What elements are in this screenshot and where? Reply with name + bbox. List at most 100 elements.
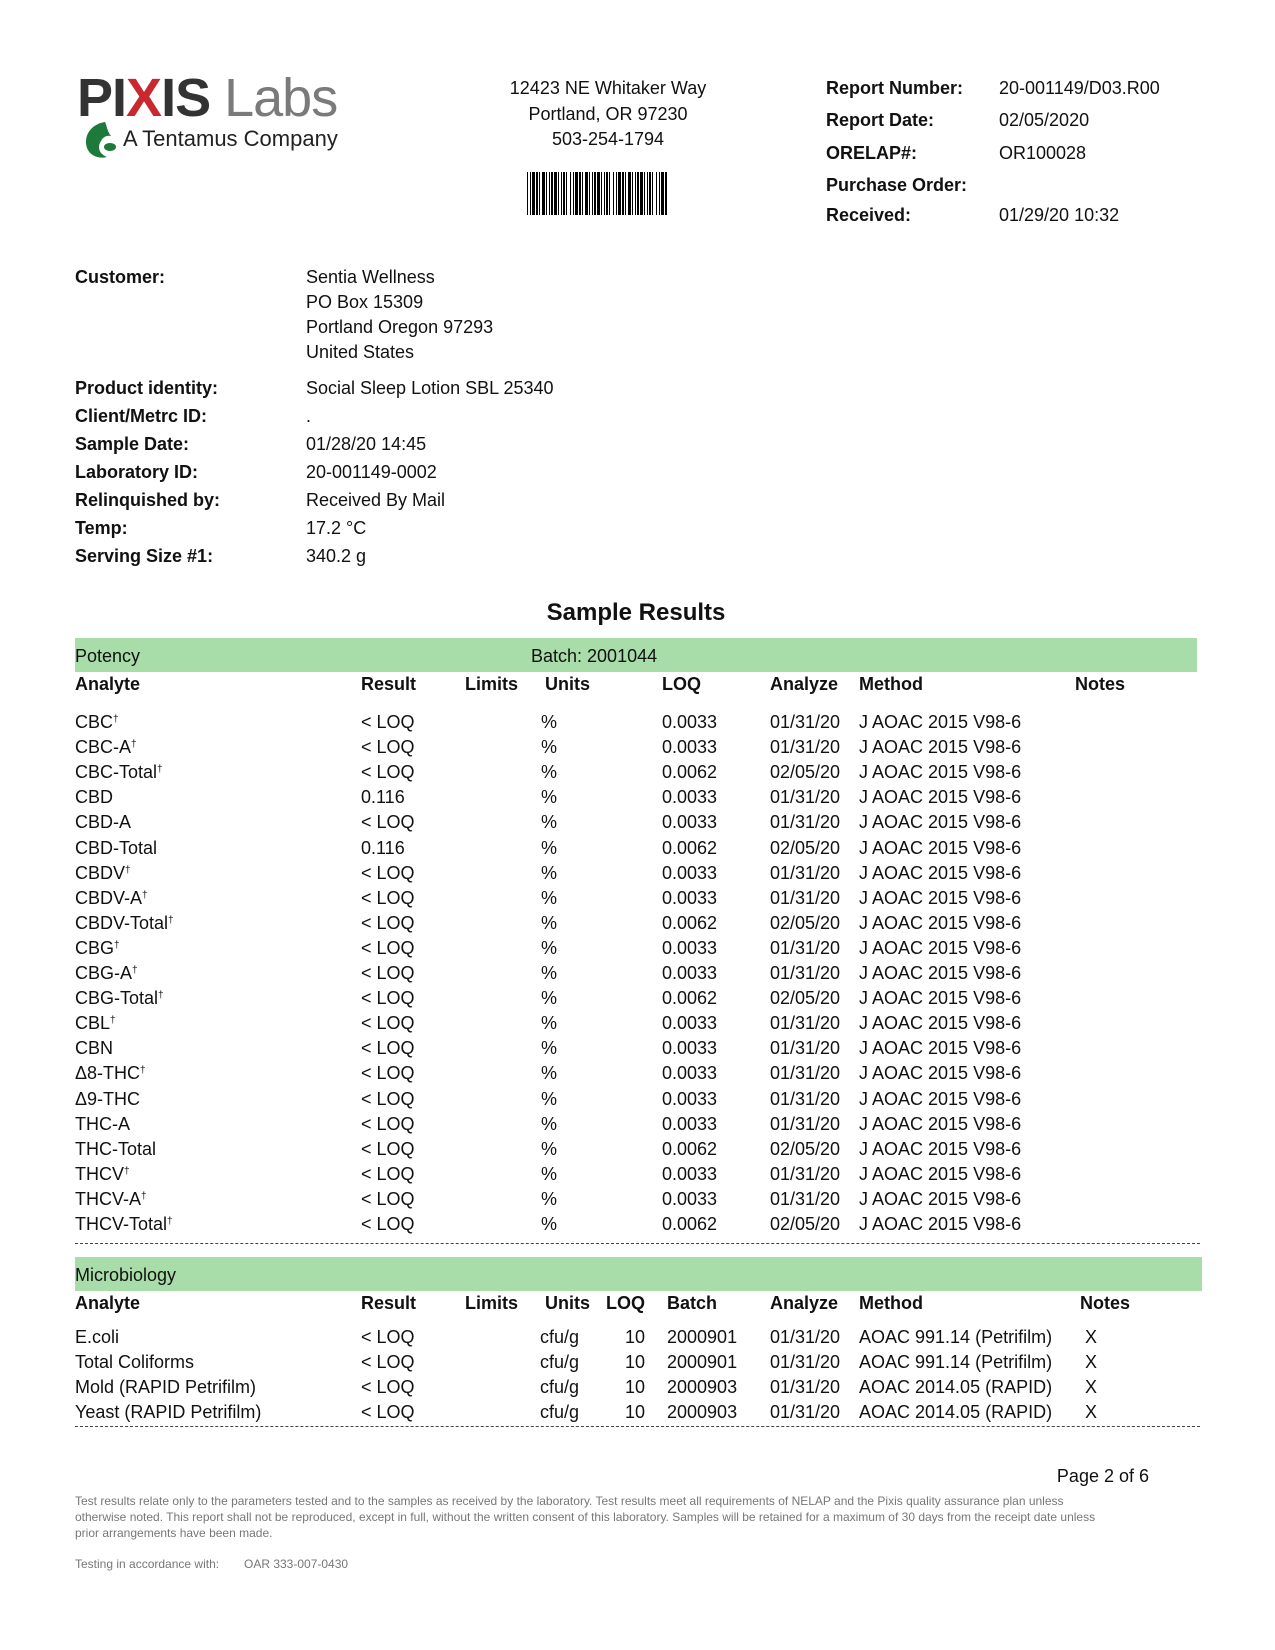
sample-info-value: 17.2 °C — [306, 518, 367, 538]
sample-info-value: . — [306, 406, 312, 426]
result: < LOQ — [361, 1188, 415, 1209]
barcode-bar — [549, 172, 550, 215]
analyte-name: E.coli — [75, 1327, 120, 1347]
analyte-name: Total Coliforms — [75, 1352, 195, 1372]
result: 0.116 — [361, 787, 405, 808]
analyte-name: CBD — [75, 786, 113, 808]
result: < LOQ — [361, 1163, 415, 1184]
logo-labs: Labs — [224, 68, 338, 128]
analyte-text: Δ8-THC — [75, 1063, 141, 1084]
column-header-limits: Limits — [465, 1293, 519, 1313]
barcode-bar — [613, 172, 614, 215]
loq: 0.0062 — [662, 837, 718, 858]
analyze-date: 01/31/20 — [770, 787, 841, 808]
method: AOAC 2014.05 (RAPID) — [859, 1402, 1053, 1422]
batch: 2000901 — [667, 1327, 738, 1347]
barcode-bar — [563, 172, 565, 215]
method: J AOAC 2015 V98-6 — [859, 1013, 1022, 1034]
units: % — [541, 737, 558, 758]
method: J AOAC 2015 V98-6 — [859, 787, 1022, 808]
result: < LOQ — [361, 963, 415, 983]
barcode-bar — [604, 172, 605, 215]
result: < LOQ — [361, 912, 415, 933]
dagger-mark: † — [131, 739, 137, 751]
customer-line: Sentia Wellness — [306, 267, 435, 287]
barcode-bar — [628, 172, 631, 215]
analyze-date: 01/31/20 — [770, 1113, 841, 1134]
leaf-icon — [85, 122, 116, 158]
units: % — [541, 812, 558, 833]
analyte-text: THC-A — [75, 1113, 130, 1134]
method: AOAC 991.14 (Petrifilm) — [859, 1327, 1053, 1347]
units: % — [541, 837, 558, 858]
barcode-bar — [570, 172, 571, 215]
column-header-notes: Notes — [1080, 1293, 1131, 1313]
analyte-name: CBC-Total† — [75, 761, 163, 783]
potency-section-bar — [75, 638, 1197, 672]
sample-info-value: 01/28/20 14:45 — [306, 434, 427, 454]
sample-info-value: 340.2 g — [306, 546, 367, 566]
analyte-name: Mold (RAPID Petrifilm) — [75, 1377, 257, 1397]
loq: 0.0033 — [662, 887, 718, 908]
barcode-bar — [606, 172, 608, 215]
divider — [75, 1426, 1200, 1427]
analyte-text: THCV-A — [75, 1188, 142, 1209]
loq: 0.0033 — [662, 1063, 718, 1084]
result: < LOQ — [361, 812, 415, 833]
address-phone: 503-254-1794 — [551, 129, 665, 149]
column-header-units: Units — [545, 674, 590, 694]
batch: 2000903 — [667, 1402, 738, 1422]
analyte-text: CBC — [75, 712, 114, 732]
units: % — [541, 1163, 558, 1184]
analyte-text: CBG-Total — [75, 988, 159, 1009]
analyte-name: CBG-Total† — [75, 987, 164, 1009]
notes: X — [1085, 1352, 1098, 1372]
analyze-date: 01/31/20 — [770, 1038, 841, 1059]
analyte-name: CBD-Total — [75, 837, 157, 859]
notes: X — [1085, 1327, 1098, 1347]
barcode — [527, 172, 667, 215]
analyte-name: THC-A — [75, 1113, 130, 1135]
dagger-mark: † — [125, 864, 131, 876]
report-value: OR100028 — [999, 143, 1087, 163]
method: J AOAC 2015 V98-6 — [859, 1138, 1022, 1159]
barcode-bar — [649, 172, 651, 215]
method: J AOAC 2015 V98-6 — [859, 937, 1022, 958]
method: AOAC 2014.05 (RAPID) — [859, 1377, 1053, 1397]
analyze-date: 01/31/20 — [770, 1402, 841, 1422]
batch: 2000901 — [667, 1352, 738, 1372]
analyte-text: CBDV — [75, 862, 126, 883]
units: cfu/g — [540, 1327, 580, 1347]
loq: 0.0062 — [662, 988, 718, 1009]
barcode-bar — [597, 172, 600, 215]
analyte-text: CBC-Total — [75, 762, 158, 783]
result: < LOQ — [361, 937, 415, 958]
dagger-mark: † — [124, 1165, 130, 1177]
report-label: Report Number: — [826, 78, 964, 98]
units: % — [541, 887, 558, 908]
units: % — [541, 1063, 558, 1084]
method: J AOAC 2015 V98-6 — [859, 762, 1022, 783]
units: % — [541, 1038, 558, 1059]
analyte-text: CBD — [75, 787, 114, 808]
column-header-loq: LOQ — [662, 674, 701, 694]
analyze-date: 02/05/20 — [770, 762, 841, 783]
analyze-date: 01/31/20 — [770, 1327, 841, 1347]
column-header-analyze: Analyze — [770, 1293, 839, 1313]
loq: 0.0033 — [662, 812, 718, 833]
method: J AOAC 2015 V98-6 — [859, 862, 1022, 883]
sample-info-value: Received By Mail — [306, 490, 446, 510]
analyze-date: 02/05/20 — [770, 988, 841, 1009]
loq: 0.0033 — [662, 1038, 718, 1059]
analyze-date: 01/31/20 — [770, 1188, 841, 1209]
barcode-bar — [532, 172, 535, 215]
sample-info-label: Client/Metrc ID: — [75, 406, 208, 426]
result: < LOQ — [361, 1377, 415, 1397]
analyte-name: CBDV-Total† — [75, 912, 174, 934]
barcode-bar — [527, 172, 528, 215]
result: < LOQ — [361, 887, 415, 908]
analyte-name: CBDV-A† — [75, 887, 148, 909]
units: % — [541, 912, 558, 933]
analyte-name: THCV† — [75, 1163, 130, 1185]
micro-section-bar — [75, 1257, 1202, 1291]
